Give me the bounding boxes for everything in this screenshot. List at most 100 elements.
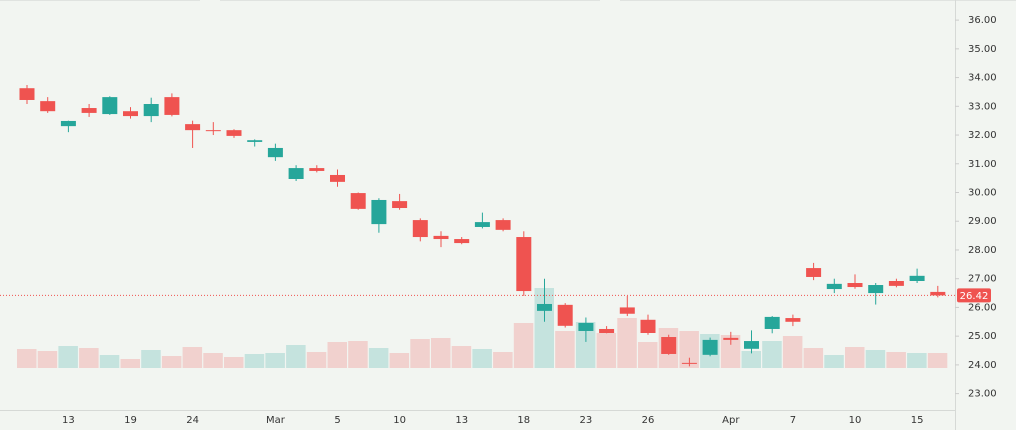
volume-bar <box>203 353 223 368</box>
volume-bar <box>824 355 844 368</box>
y-tick-label: 32.00 <box>968 130 997 141</box>
volume-bar <box>224 357 244 368</box>
volume-bar <box>389 353 410 368</box>
y-tick-label: 25.00 <box>968 331 997 342</box>
candle-body <box>226 130 242 136</box>
candle-body <box>81 108 97 113</box>
candle-body <box>185 124 201 131</box>
volume-bar <box>161 356 182 368</box>
x-tick-label: 26 <box>642 415 655 426</box>
candle-body <box>392 201 408 209</box>
candle-body <box>19 88 35 100</box>
volume-bar <box>17 349 37 368</box>
candle-body <box>40 101 56 112</box>
candle-body <box>412 220 428 238</box>
volume-bar <box>451 346 472 368</box>
candle-body <box>474 222 490 227</box>
volume-bar <box>244 354 265 368</box>
candle-body <box>123 111 138 117</box>
candle-body <box>495 220 511 230</box>
candle-body <box>516 237 532 292</box>
x-tick-label: 23 <box>580 415 593 426</box>
candle-body <box>930 291 946 296</box>
candle-body <box>599 328 615 333</box>
candle-body <box>164 97 180 115</box>
candle-body <box>350 193 366 209</box>
candle-body <box>909 275 925 281</box>
candle-body <box>619 307 635 314</box>
y-tick-label: 31.00 <box>968 159 997 170</box>
last-price-label: 26.42 <box>960 291 989 302</box>
candle-body <box>578 322 594 331</box>
last-price-box <box>957 288 991 303</box>
candle-body <box>309 168 325 171</box>
volume-bar <box>120 359 140 368</box>
x-tick-label: 24 <box>186 415 199 426</box>
candle-body <box>640 319 656 333</box>
candle-body <box>288 168 304 179</box>
volume-bar <box>368 348 389 368</box>
y-tick-label: 33.00 <box>968 101 997 112</box>
candle-body <box>143 104 159 117</box>
y-tick-label: 34.00 <box>968 73 997 84</box>
x-tick-label: Mar <box>266 415 286 426</box>
candle-body <box>60 120 76 127</box>
x-tick-label: 5 <box>334 415 340 426</box>
volume-bar <box>37 351 58 368</box>
y-tick-label: 24.00 <box>968 360 997 371</box>
x-tick-label: 10 <box>849 415 862 426</box>
volume-bar <box>79 348 99 368</box>
candle-body <box>681 362 697 364</box>
volume-bar <box>679 331 699 368</box>
volume-bar <box>865 350 886 368</box>
x-tick-label: 13 <box>455 415 468 426</box>
x-tick-label: 7 <box>790 415 796 426</box>
candle-body <box>433 235 449 240</box>
volume-bar <box>348 341 368 368</box>
candle-body <box>826 283 842 290</box>
volume-bar <box>638 342 658 368</box>
candle-body <box>868 285 884 294</box>
volume-bar <box>762 341 782 368</box>
x-tick-label: 15 <box>911 415 924 426</box>
candle-body <box>764 316 780 329</box>
volume-bar <box>927 353 948 368</box>
volume-bar <box>596 333 617 368</box>
candle-body <box>702 339 718 355</box>
volume-bar <box>555 331 575 368</box>
candle-body <box>785 318 801 322</box>
volume-bar <box>286 345 306 368</box>
volume-bar <box>886 352 906 368</box>
y-tick-label: 28.00 <box>968 245 997 256</box>
candle-body <box>847 283 863 288</box>
volume-bar <box>907 353 927 368</box>
candle-body <box>102 97 118 115</box>
volume-bar <box>472 349 492 368</box>
volume-bar <box>99 355 120 368</box>
y-tick-label: 29.00 <box>968 216 997 227</box>
candle-body <box>744 341 759 349</box>
volume-bar <box>845 347 865 368</box>
y-tick-label: 27.00 <box>968 274 997 285</box>
volume-bar <box>141 350 161 368</box>
candle-body <box>267 147 283 158</box>
x-tick-label: Apr <box>722 415 740 426</box>
y-tick-label: 36.00 <box>968 15 997 26</box>
volume-bar <box>431 338 451 368</box>
volume-bar <box>265 353 285 368</box>
volume-bar <box>720 335 741 368</box>
x-tick-label: 19 <box>124 415 137 426</box>
volume-bar <box>782 336 803 368</box>
x-tick-label: 10 <box>393 415 406 426</box>
candle-body <box>806 268 822 277</box>
candle-body <box>247 140 263 142</box>
volume-bar <box>410 339 430 368</box>
volume-bar <box>803 348 824 368</box>
candle-body <box>330 174 345 182</box>
volume-bar <box>58 346 78 368</box>
y-tick-label: 30.00 <box>968 188 997 199</box>
volume-bar <box>182 347 203 368</box>
candle-body <box>557 304 573 326</box>
